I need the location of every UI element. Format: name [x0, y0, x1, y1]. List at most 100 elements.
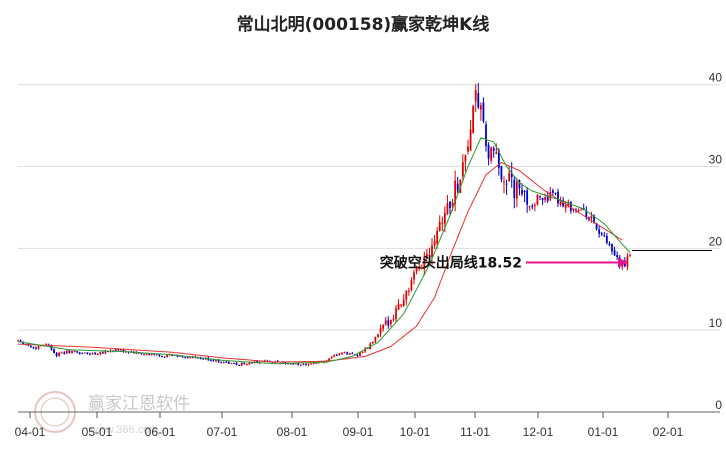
candle-body	[289, 363, 292, 365]
x-tick-label: 10-01	[400, 425, 431, 439]
candle-body	[428, 254, 431, 256]
candle-body	[562, 200, 565, 207]
candle-body	[215, 359, 217, 362]
candle-body	[446, 203, 449, 214]
x-tick-label: 07-01	[207, 425, 238, 439]
candle-body	[503, 181, 505, 183]
candles	[17, 82, 631, 367]
candle-body	[37, 346, 40, 349]
candle-body	[53, 349, 55, 354]
candle-body	[35, 347, 37, 349]
candle-body	[577, 210, 580, 212]
candle-body	[580, 209, 583, 211]
candle-body	[225, 361, 228, 363]
candle-body	[238, 364, 241, 366]
x-tick-label: 08-01	[277, 425, 308, 439]
y-tick-label: 0	[715, 398, 722, 412]
x-tick-label: 05-01	[82, 425, 113, 439]
candle-body	[441, 222, 444, 224]
candle-body	[415, 268, 418, 272]
candle-body	[89, 353, 91, 355]
candle-body	[22, 342, 25, 345]
candle-body	[371, 341, 374, 344]
candle-body	[410, 280, 413, 290]
candle-body	[328, 358, 331, 361]
candle-body	[143, 354, 145, 356]
candle-body	[449, 201, 451, 209]
candle-body	[508, 172, 511, 182]
candle-body	[549, 191, 552, 200]
candle-body	[523, 190, 526, 192]
candle-body	[117, 349, 120, 351]
y-tick-label: 40	[709, 71, 723, 85]
candle-body	[148, 354, 151, 356]
candle-body	[361, 351, 364, 353]
x-tick-label: 09-01	[343, 425, 374, 439]
candle-body	[613, 250, 616, 256]
chart-title: 常山北明(000158)赢家乾坤K线	[237, 14, 490, 35]
candle-body	[598, 229, 601, 234]
candle-body	[472, 105, 475, 133]
candle-body	[297, 363, 300, 365]
candle-body	[461, 162, 464, 177]
x-axis: 04-01 05-01 06-01 07-01 08-01 09-01 10-01 11-01…	[15, 411, 720, 439]
candle-body	[451, 202, 454, 207]
candle-body	[217, 359, 220, 363]
candle-body	[68, 350, 71, 353]
candle-body	[554, 192, 557, 194]
candle-body	[418, 268, 421, 270]
y-tick-label: 30	[709, 153, 723, 167]
candle-body	[469, 129, 472, 151]
candle-body	[161, 356, 163, 358]
candle-body	[243, 362, 246, 365]
x-tick-label: 04-01	[15, 425, 46, 439]
candle-body	[330, 356, 333, 358]
candle-body	[397, 304, 400, 310]
candle-body	[495, 152, 498, 154]
candle-body	[235, 363, 238, 365]
candle-body	[212, 360, 215, 362]
candle-body	[392, 318, 395, 320]
candle-body	[513, 179, 516, 198]
candle-body	[119, 349, 122, 351]
candle-body	[168, 354, 171, 356]
candle-body	[114, 348, 117, 352]
candle-body	[60, 352, 63, 354]
candle-body	[510, 173, 513, 178]
candle-body	[413, 272, 415, 280]
candle-body	[539, 196, 541, 198]
candle-body	[605, 235, 608, 243]
x-tick-label: 02-01	[653, 425, 684, 439]
candle-body	[546, 195, 549, 201]
candle-body	[521, 189, 523, 195]
candle-body	[423, 256, 426, 269]
candle-body	[81, 353, 84, 355]
candle-body	[500, 166, 503, 180]
candle-body	[505, 183, 508, 185]
candle-body	[58, 352, 61, 357]
candle-body	[294, 363, 297, 365]
candle-body	[348, 353, 351, 355]
candle-body	[145, 354, 148, 356]
ma-fast-line	[17, 137, 631, 365]
candle-body	[443, 212, 446, 224]
candle-body	[436, 230, 439, 244]
candle-body	[557, 191, 559, 204]
candle-body	[302, 364, 305, 366]
candle-body	[155, 354, 158, 356]
candle-body	[464, 155, 467, 162]
candle-body	[616, 255, 619, 258]
candle-body	[405, 290, 408, 300]
candle-body	[400, 304, 403, 306]
candle-body	[45, 344, 48, 346]
y-axis-labels: 0 10 20 30 40	[709, 71, 723, 412]
candle-body	[456, 183, 459, 191]
candle-body	[402, 299, 405, 306]
candle-body	[536, 194, 539, 205]
candle-body	[564, 204, 567, 208]
candle-body	[271, 361, 274, 363]
candle-body	[593, 215, 595, 223]
candle-body	[608, 243, 611, 246]
candle-body	[343, 352, 346, 354]
